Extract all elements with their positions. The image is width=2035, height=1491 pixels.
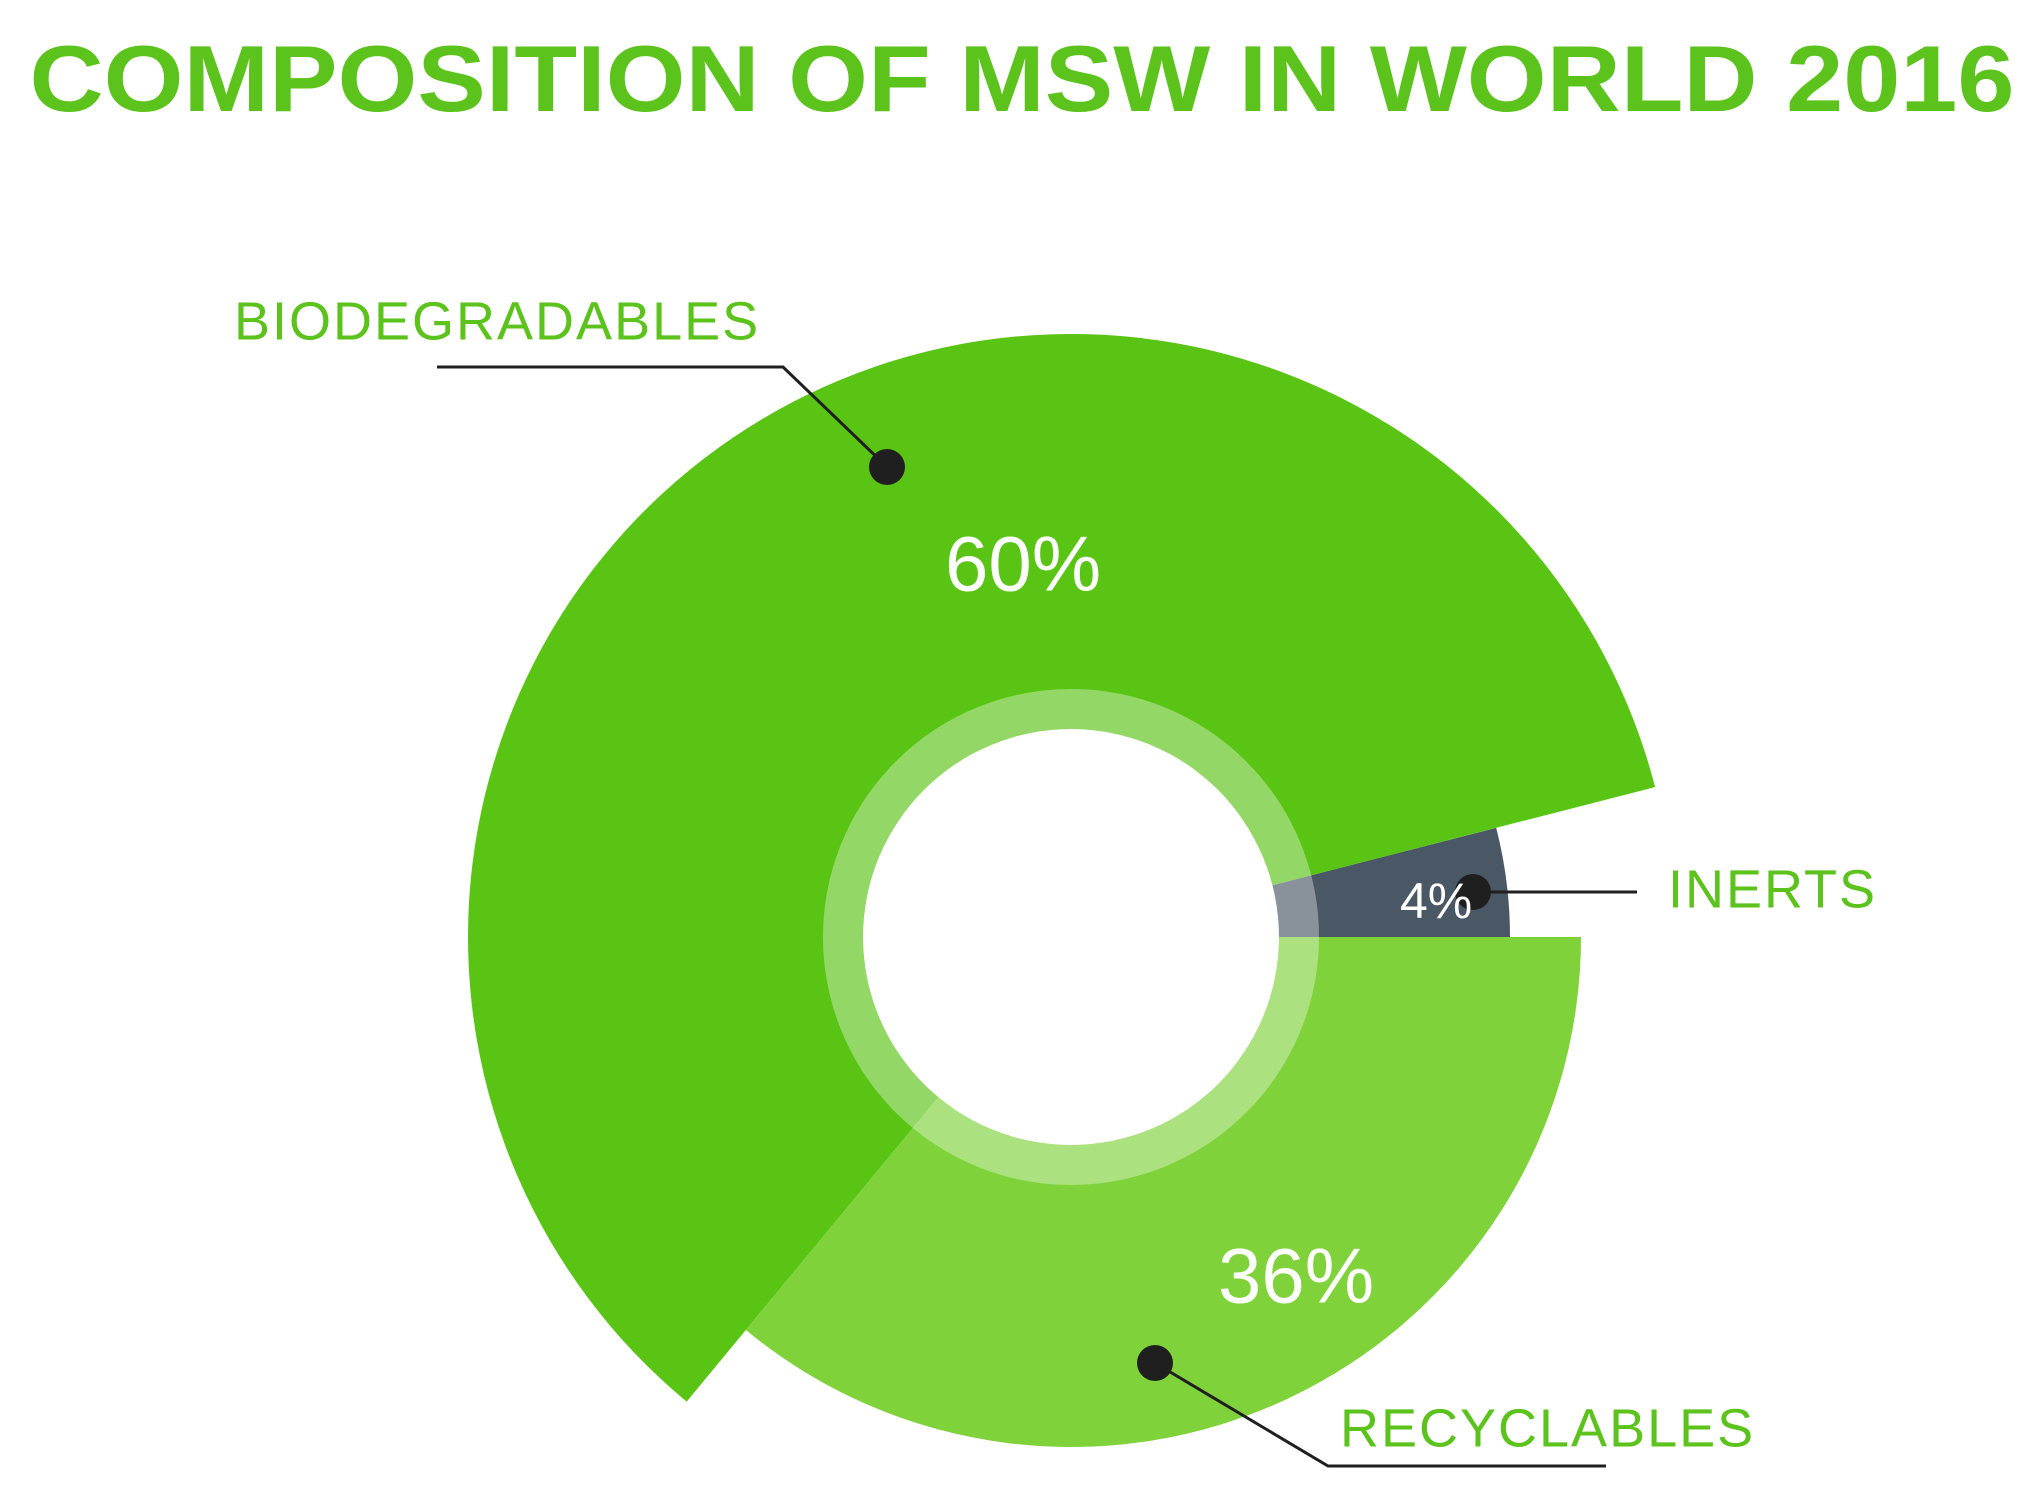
leader-dot xyxy=(1455,874,1491,910)
value-label: 60% xyxy=(945,520,1101,608)
leader-lines xyxy=(437,365,1637,1468)
category-label: RECYCLABLES xyxy=(1340,1398,1755,1458)
value-label: 36% xyxy=(1218,1232,1374,1320)
hole xyxy=(863,729,1279,1145)
chart-title: COMPOSITION OF MSW IN WORLD 2016 xyxy=(30,26,2015,131)
leader-dot xyxy=(869,449,905,485)
leader-dots xyxy=(869,449,1491,1381)
value-label: 4% xyxy=(1400,873,1472,929)
leader-dot xyxy=(1137,1345,1173,1381)
leader-line xyxy=(1154,1361,1606,1468)
inner-ring xyxy=(823,689,1319,1185)
pie-slice xyxy=(745,937,1582,1448)
leader-line xyxy=(437,365,889,469)
labels: 4% INERTS 60% BIODEGRADABLES 36% RECYCLABLES xyxy=(234,291,1877,1458)
category-label: INERTS xyxy=(1668,859,1877,919)
category-label: BIODEGRADABLES xyxy=(234,291,760,351)
